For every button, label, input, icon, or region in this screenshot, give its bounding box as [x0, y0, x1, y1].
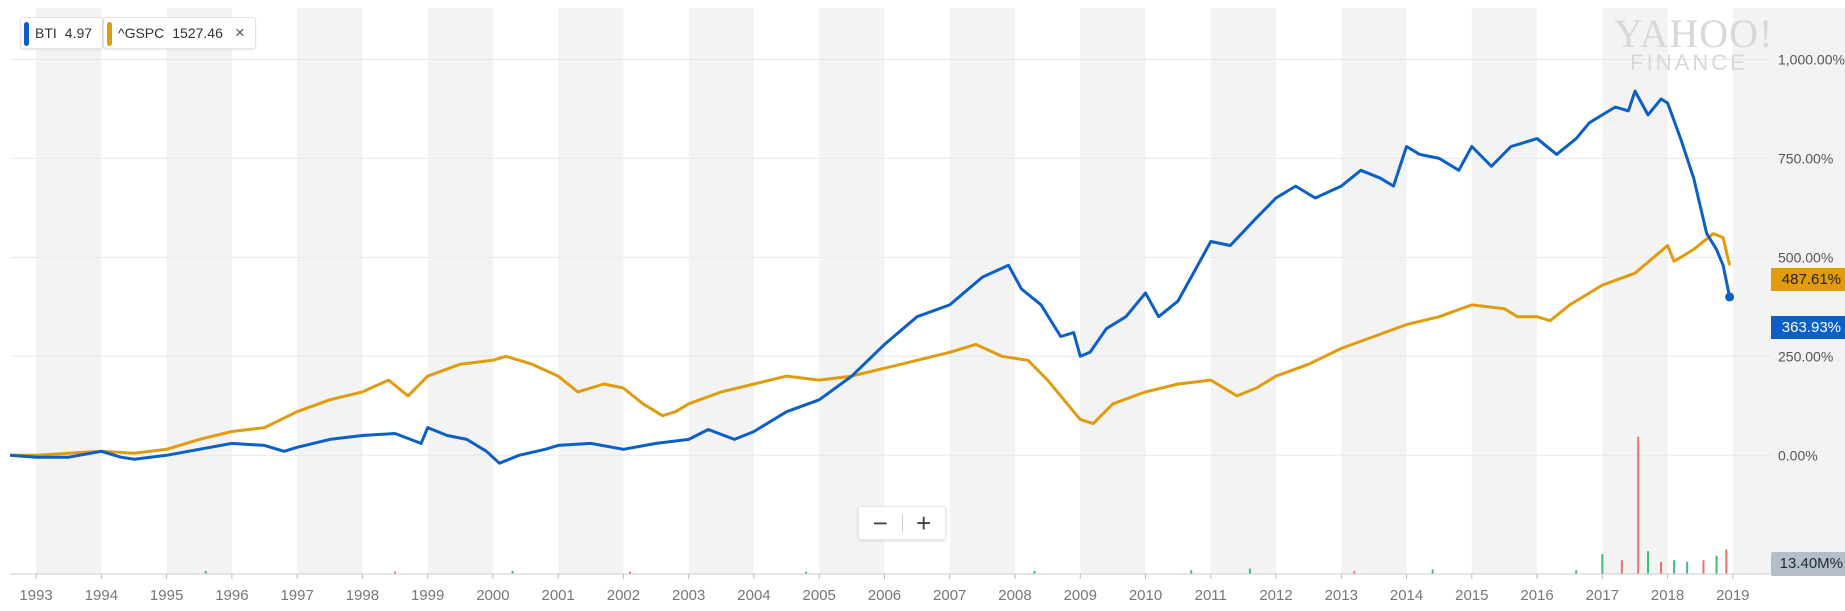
- volume-bar: [1647, 551, 1650, 574]
- x-tick-label: 2015: [1455, 587, 1488, 604]
- x-tick-label: 1996: [215, 587, 248, 604]
- volume-bar: [1702, 560, 1705, 574]
- x-tick-label: 2008: [998, 587, 1031, 604]
- volume-bar: [1190, 570, 1193, 574]
- legend-item-bti[interactable]: BTI 4.97: [20, 17, 104, 49]
- x-tick-label: 1995: [150, 587, 183, 604]
- year-band: [166, 8, 232, 574]
- volume-bar: [805, 571, 808, 574]
- gspc-last-value-tag: 487.61%: [1771, 268, 1845, 291]
- yahoo-finance-watermark: YAHOO! FINANCE: [1614, 11, 1774, 75]
- volume-bar: [1248, 568, 1251, 574]
- year-bands: [36, 8, 1845, 576]
- volume-bar: [1637, 436, 1640, 574]
- bti-last-value-tag: 363.93%: [1771, 316, 1845, 339]
- watermark-line2: FINANCE: [1630, 50, 1748, 75]
- volume-bar: [1673, 560, 1676, 574]
- year-band: [427, 8, 493, 574]
- watermark-line1: YAHOO!: [1614, 11, 1774, 56]
- volume-bar: [1620, 560, 1623, 574]
- x-tick-label: 2019: [1716, 587, 1749, 604]
- year-band: [297, 8, 363, 574]
- volume-bar: [1660, 561, 1663, 574]
- axis-panel: [1772, 8, 1845, 576]
- volume-bar: [1033, 570, 1036, 574]
- grid-lines: [10, 58, 1772, 456]
- y-axis: 1,000.00% 750.00% 500.00% 250.00% 0.00%: [1778, 51, 1845, 463]
- volume-bar: [1431, 569, 1434, 574]
- bti-series-line: [9, 89, 1732, 465]
- x-tick-label: 2006: [868, 587, 901, 604]
- year-band: [688, 8, 754, 574]
- legend-value: 1527.46: [172, 25, 223, 41]
- x-tick-label: 1999: [411, 587, 444, 604]
- x-tick-label: 2003: [672, 587, 705, 604]
- volume-bar: [1601, 554, 1604, 574]
- year-band: [819, 8, 885, 574]
- x-tick-label: 2012: [1259, 587, 1292, 604]
- volume-bar: [628, 571, 631, 574]
- y-tick-label: 0.00%: [1778, 447, 1818, 463]
- series-lines: [9, 89, 1735, 465]
- y-tick-label: 250.00%: [1778, 348, 1833, 364]
- x-tick-label: 2009: [1064, 587, 1097, 604]
- x-tick-label: 2000: [476, 587, 509, 604]
- x-tick-label: 1994: [85, 587, 118, 604]
- x-tick-label: 1993: [19, 587, 52, 604]
- volume-bar: [204, 570, 207, 574]
- year-band: [1080, 8, 1146, 574]
- gspc-series-line: [10, 232, 1732, 457]
- volume-bar: [1725, 549, 1728, 574]
- x-tick-label: 2001: [541, 587, 574, 604]
- x-axis: 1993 1994 1995 1996 1997 1998 1999 2000 2001 2002…: [10, 573, 1772, 604]
- x-tick-label: 2011: [1195, 587, 1227, 604]
- year-band: [949, 8, 1015, 574]
- x-tick-label: 2017: [1586, 587, 1619, 604]
- x-tick-label: 1998: [346, 587, 379, 604]
- legend-symbol: BTI: [35, 25, 57, 41]
- x-tick-label: 2018: [1651, 587, 1684, 604]
- volume-tag: 13.40M%: [1771, 552, 1845, 576]
- volume-bar: [1686, 561, 1689, 574]
- x-tick-label: 2010: [1129, 587, 1162, 604]
- x-tick-label: 1997: [280, 587, 313, 604]
- year-band: [1471, 8, 1538, 574]
- legend-item-gspc[interactable]: ^GSPC 1527.46 ×: [103, 17, 256, 49]
- volume-bar: [1353, 570, 1356, 574]
- x-tick-label: 2002: [607, 587, 640, 604]
- zoom-controls: − +: [858, 506, 946, 540]
- x-tick-label: 2007: [933, 587, 966, 604]
- year-band: [558, 8, 624, 574]
- year-band: [36, 8, 102, 574]
- year-band: [1341, 8, 1407, 574]
- volume-bar: [1575, 570, 1578, 574]
- gspc-swatch: [107, 22, 112, 46]
- y-tick-label: 500.00%: [1778, 249, 1833, 265]
- x-tick-label: 2005: [803, 587, 836, 604]
- legend-value: 4.97: [64, 25, 93, 41]
- remove-comparison-icon[interactable]: ×: [234, 23, 245, 42]
- year-band: [1210, 8, 1277, 574]
- volume-bar: [1715, 555, 1718, 574]
- bti-last-point: [1725, 292, 1735, 302]
- volume-bars: [204, 436, 1728, 574]
- zoom-in-button[interactable]: +: [916, 508, 932, 538]
- x-tick-label: 2014: [1390, 587, 1423, 604]
- x-tick-label: 2004: [737, 587, 770, 604]
- y-tick-label: 750.00%: [1778, 150, 1833, 166]
- legend-symbol: ^GSPC: [118, 25, 165, 41]
- bti-swatch: [24, 22, 29, 46]
- x-tick-label: 2016: [1520, 587, 1553, 604]
- zoom-out-button[interactable]: −: [872, 508, 888, 538]
- zoom-separator: [901, 514, 903, 532]
- year-band: [1732, 8, 1772, 574]
- volume-bar: [394, 571, 397, 574]
- volume-bar: [511, 570, 514, 574]
- y-tick-label: 1,000.00%: [1778, 51, 1845, 67]
- x-tick-label: 2013: [1325, 587, 1358, 604]
